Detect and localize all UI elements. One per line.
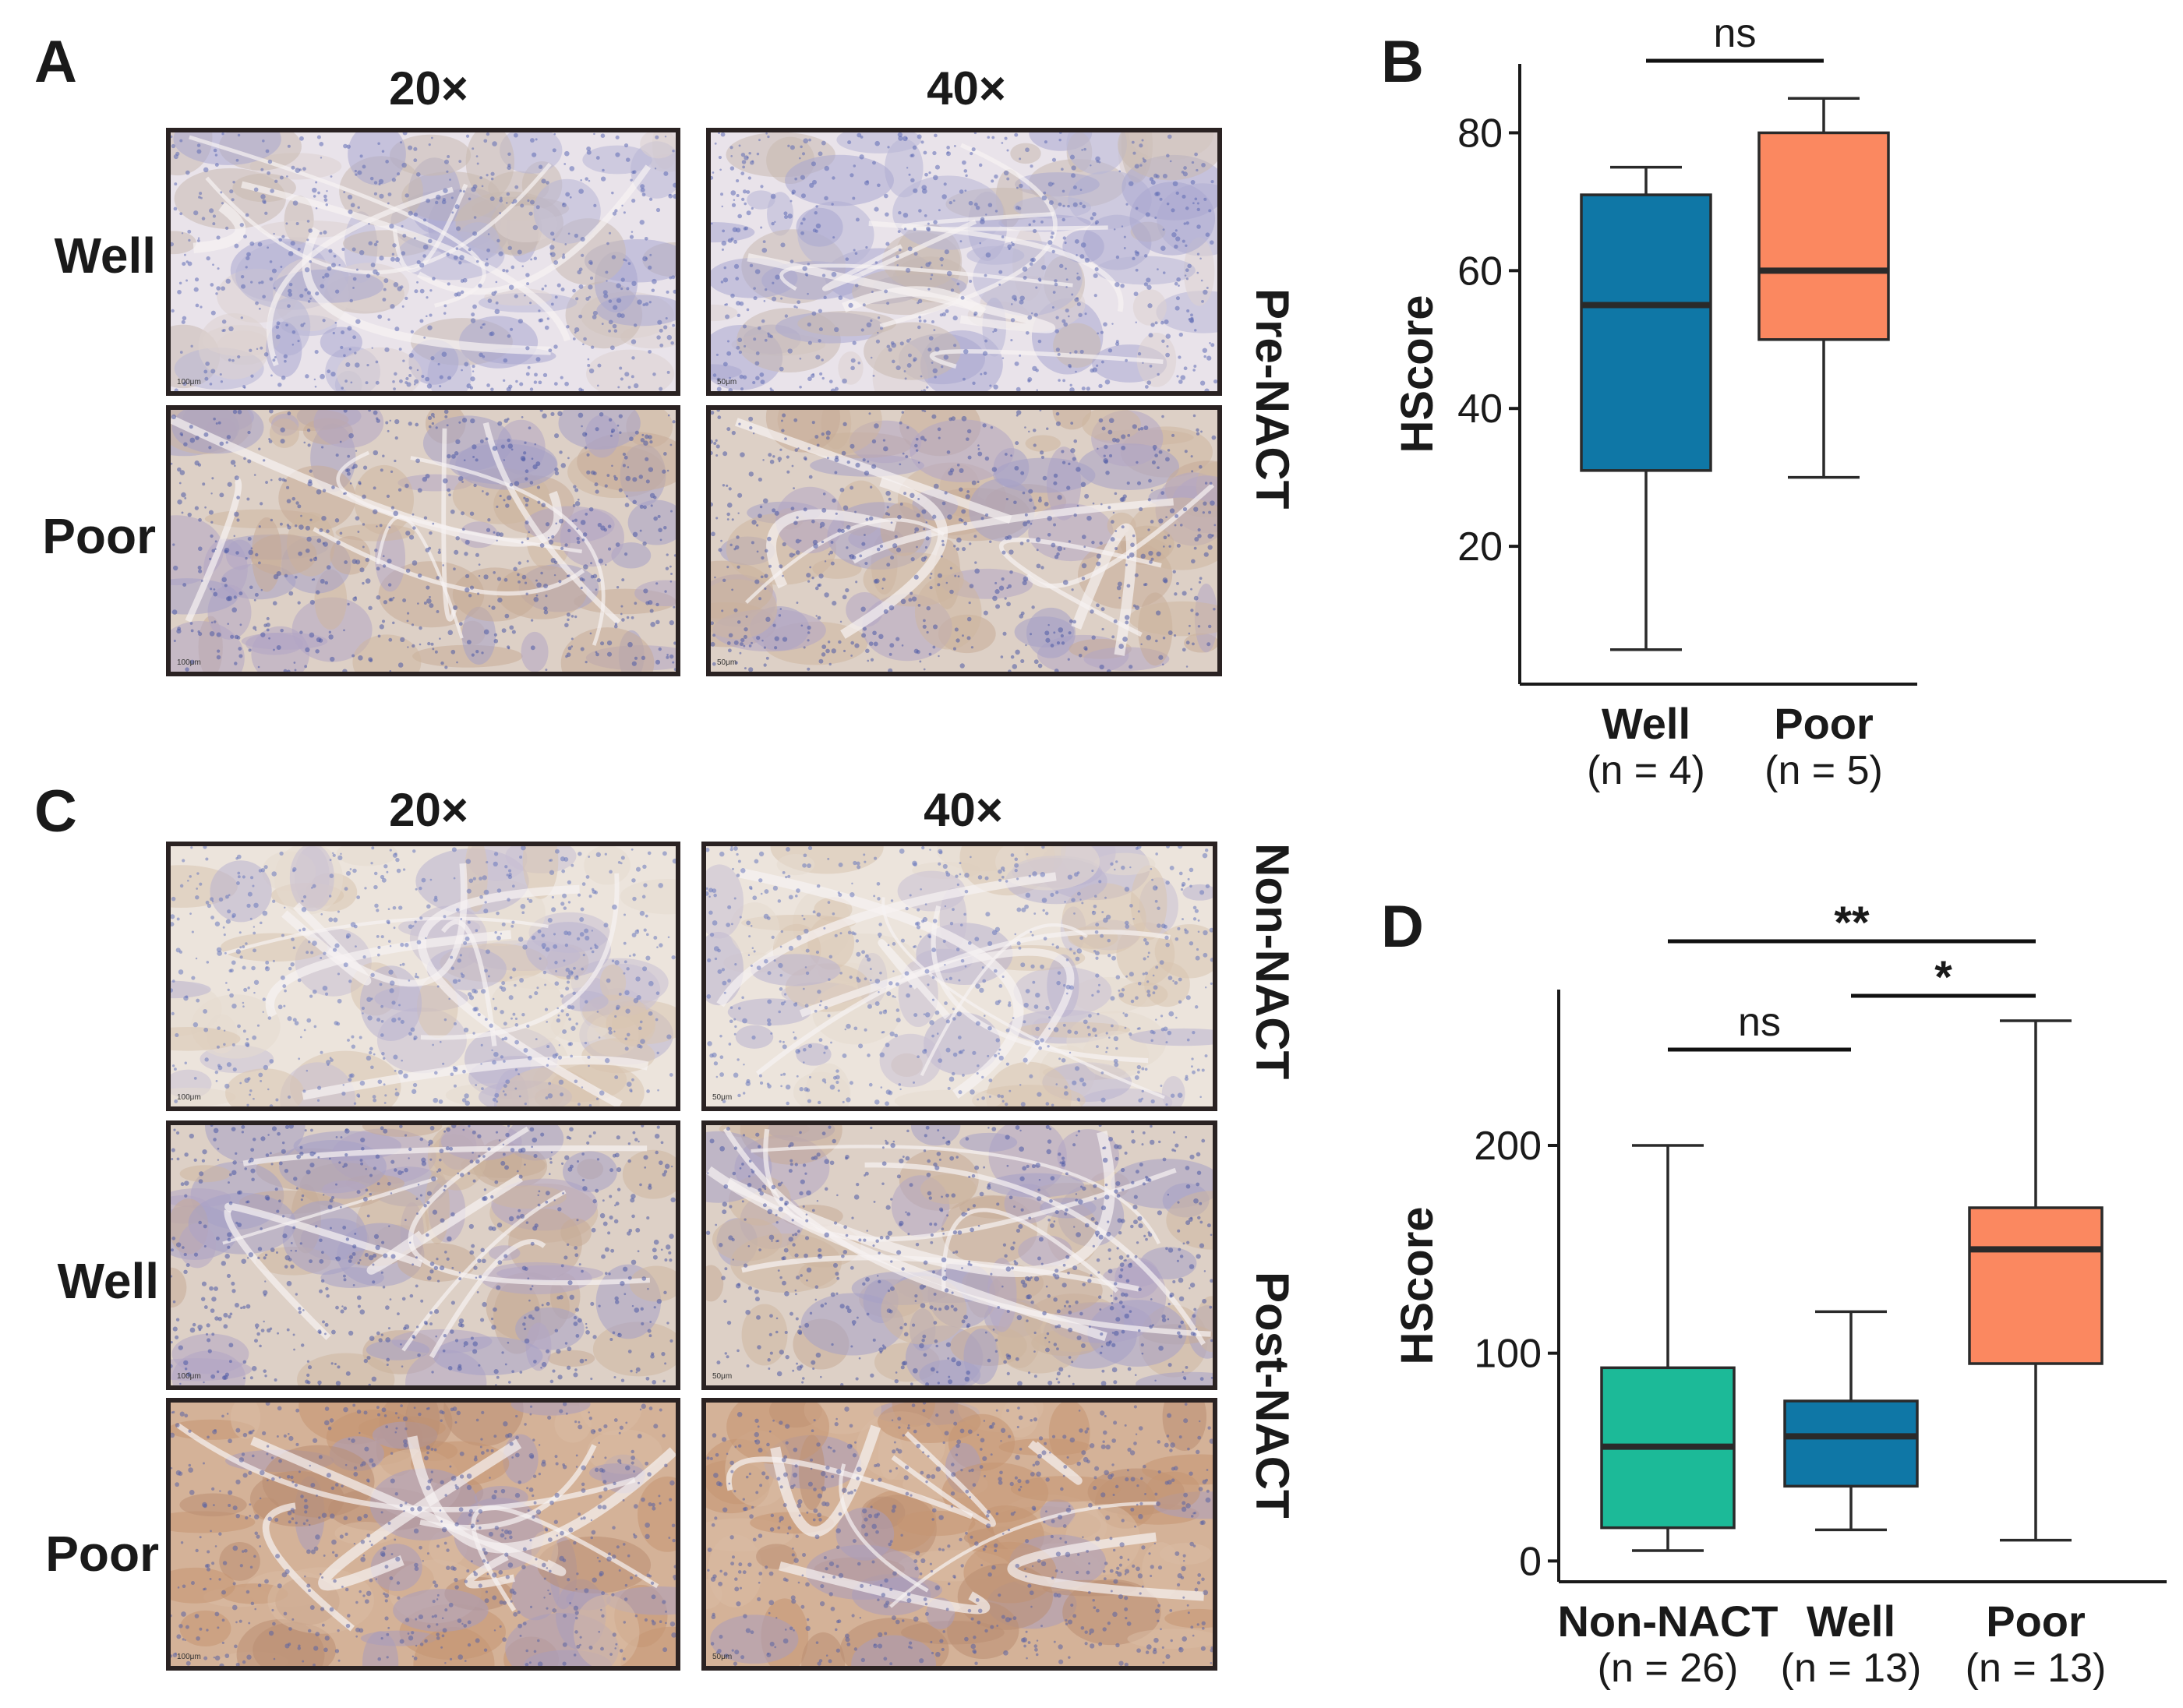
y-tick-label: 80 (1457, 111, 1503, 156)
micrograph-c-well-20x: 100μm (166, 1120, 680, 1390)
side-label-post-nact: Post-NACT (1246, 1272, 1298, 1519)
y-axis-label: HScore (1392, 295, 1443, 453)
micrograph-c-non-nact-20x: 100μm (166, 842, 680, 1111)
scale-bar-label: 50μm (717, 658, 737, 667)
row-label-poor: Poor (42, 508, 156, 564)
box-iqr (1757, 131, 1890, 341)
row-label-poor: Poor (45, 1526, 159, 1582)
tissue-image (711, 410, 1217, 672)
micrograph-c-poor-40x: 50μm (701, 1398, 1217, 1671)
column-label-40x: 40× (924, 784, 1003, 836)
box-well (1783, 1310, 1919, 1532)
scale-bar-label: 50μm (712, 1093, 733, 1102)
y-tick-label: 0 (1519, 1539, 1542, 1584)
scale-bar-label: 50μm (712, 1372, 733, 1381)
box-plot-b: 20 40 60 80 HScore Well(n = 4) Poor(n = 5) ns (1392, 11, 1917, 793)
x-tick-sublabel: (n = 13) (1781, 1646, 1922, 1691)
scale-bar-label: 100μm (177, 1653, 201, 1661)
panel-letter-b: B (1381, 29, 1424, 95)
column-label-40x: 40× (927, 62, 1006, 115)
x-tick-label: Well (1807, 1597, 1895, 1646)
tissue-image (706, 1403, 1213, 1666)
box-iqr (1783, 1399, 1919, 1488)
significance-label: * (1934, 952, 1952, 1003)
x-tick-sublabel: (n = 5) (1764, 748, 1883, 793)
box-well (1580, 165, 1712, 651)
x-tick-sublabel: (n = 13) (1966, 1646, 2107, 1691)
tissue-image (711, 132, 1217, 391)
micrograph-a-well-20x: 100μm (166, 128, 680, 396)
tissue-image (171, 1125, 676, 1385)
x-tick-label: Poor (1774, 699, 1874, 748)
scale-bar-label: 100μm (177, 1093, 201, 1102)
micrograph-a-poor-40x: 50μm (706, 405, 1222, 676)
scale-bar-label: 100μm (177, 378, 201, 386)
row-label-well: Well (54, 228, 156, 284)
y-axis-label: HScore (1392, 1206, 1443, 1364)
panel-letter-c: C (34, 778, 77, 845)
panel-letter-d: D (1381, 894, 1424, 960)
scale-bar-label: 50μm (717, 378, 737, 386)
y-tick-label: 40 (1457, 386, 1503, 432)
tissue-image (171, 132, 676, 391)
box-iqr (1968, 1206, 2104, 1365)
micrograph-a-well-40x: 50μm (706, 128, 1222, 396)
y-tick-label: 100 (1474, 1332, 1542, 1377)
side-label-pre-nact: Pre-NACT (1246, 288, 1298, 510)
box-poor (1968, 1019, 2104, 1542)
side-label-non-nact: Non-NACT (1246, 843, 1298, 1080)
box-poor (1757, 97, 1890, 479)
x-tick-sublabel: (n = 26) (1598, 1646, 1739, 1691)
significance-label: ** (1834, 898, 1870, 948)
x-tick-label: Non-NACT (1557, 1597, 1778, 1646)
column-label-20x: 20× (389, 784, 468, 836)
y-tick-label: 60 (1457, 249, 1503, 294)
scale-bar-label: 50μm (712, 1653, 733, 1661)
tissue-image (171, 1403, 676, 1666)
x-tick-label: Well (1602, 699, 1690, 748)
y-tick-label: 200 (1474, 1124, 1542, 1169)
scale-bar-label: 100μm (177, 1372, 201, 1381)
row-label-well: Well (57, 1253, 159, 1309)
y-tick-label: 20 (1457, 524, 1503, 570)
micrograph-c-well-40x: 50μm (701, 1120, 1217, 1390)
tissue-image (171, 846, 676, 1106)
tissue-image (706, 1125, 1213, 1385)
box-non-nact (1600, 1144, 1736, 1552)
scale-bar-label: 100μm (177, 658, 201, 667)
column-label-20x: 20× (389, 62, 468, 115)
micrograph-c-poor-20x: 100μm (166, 1398, 680, 1671)
significance-label: ns (1714, 11, 1757, 56)
tissue-image (171, 410, 676, 672)
significance-label: ns (1738, 1000, 1781, 1045)
x-tick-label: Poor (1986, 1597, 2086, 1646)
micrograph-a-poor-20x: 100μm (166, 405, 680, 676)
box-iqr (1580, 193, 1712, 472)
x-tick-sublabel: (n = 4) (1587, 748, 1705, 793)
micrograph-c-non-nact-40x: 50μm (701, 842, 1217, 1111)
panel-letter-a: A (34, 29, 77, 95)
tissue-image (706, 846, 1213, 1106)
